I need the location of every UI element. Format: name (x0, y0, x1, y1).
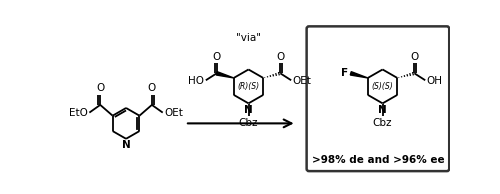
Text: OEt: OEt (164, 108, 183, 118)
Text: O: O (276, 52, 284, 62)
Text: "via": "via" (236, 33, 261, 43)
Text: O: O (96, 83, 104, 93)
Text: F: F (342, 68, 348, 78)
Text: Cbz: Cbz (239, 118, 258, 128)
Text: N: N (378, 105, 387, 115)
Text: N: N (122, 140, 130, 150)
Text: >98% de and >96% ee: >98% de and >96% ee (312, 155, 444, 165)
Text: HO: HO (188, 76, 204, 86)
Text: (S)(S): (S)(S) (372, 82, 394, 91)
Text: O: O (212, 52, 221, 62)
Text: EtO: EtO (69, 108, 88, 118)
FancyBboxPatch shape (306, 26, 449, 171)
Polygon shape (216, 72, 234, 78)
Polygon shape (350, 72, 368, 78)
Text: OH: OH (427, 76, 443, 86)
Text: O: O (410, 52, 418, 62)
Text: (R)(S): (R)(S) (238, 82, 260, 91)
Text: N: N (244, 105, 253, 115)
Text: O: O (148, 83, 156, 93)
Text: Cbz: Cbz (373, 118, 392, 128)
Text: OEt: OEt (292, 76, 312, 86)
